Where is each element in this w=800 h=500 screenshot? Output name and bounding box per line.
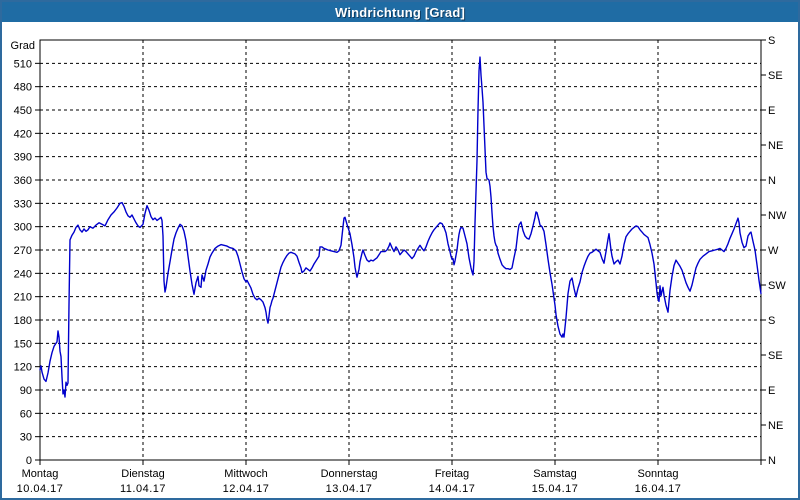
left-axis-tick-label: 30 (20, 432, 32, 444)
left-axis-tick-label: 510 (14, 58, 32, 70)
right-axis-compass-label: NE (768, 420, 783, 432)
right-axis-compass-label: N (768, 455, 776, 467)
left-axis-tick-label: 0 (26, 455, 32, 467)
x-axis-date-label: 14.04.17 (429, 483, 476, 495)
right-axis-compass-label: E (768, 385, 775, 397)
x-axis-day-label: Freitag (435, 468, 469, 480)
right-axis-compass-label: E (768, 105, 775, 117)
right-axis-compass-label: NE (768, 140, 783, 152)
left-axis-tick-label: 120 (14, 362, 32, 374)
left-axis-tick-label: 270 (14, 245, 32, 257)
right-axis-compass-label: S (768, 315, 775, 327)
x-axis-day-label: Dienstag (121, 468, 164, 480)
left-axis-tick-label: 450 (14, 105, 32, 117)
left-axis-tick-label: 480 (14, 82, 32, 94)
chart-title: Windrichtung [Grad] (334, 4, 466, 20)
x-axis-date-label: 16.04.17 (635, 483, 682, 495)
x-axis-date-label: 13.04.17 (326, 483, 373, 495)
left-axis-title: Grad (11, 40, 35, 52)
left-axis-tick-label: 150 (14, 338, 32, 350)
right-axis-compass-label: NW (768, 210, 787, 222)
x-axis-day-label: Montag (22, 468, 59, 480)
left-axis-tick-label: 420 (14, 128, 32, 140)
left-axis-tick-label: 330 (14, 198, 32, 210)
plot-frame (39, 39, 762, 461)
right-axis-compass-label: S (768, 35, 775, 47)
right-axis-compass-label: N (768, 175, 776, 187)
left-axis-tick-label: 60 (20, 408, 32, 420)
x-axis-day-label: Mittwoch (224, 468, 267, 480)
x-axis-date-label: 12.04.17 (223, 483, 270, 495)
right-axis-compass-label: W (768, 245, 779, 257)
right-axis-compass-label: SW (768, 280, 786, 292)
left-axis-tick-label: 360 (14, 175, 32, 187)
left-axis-tick-label: 210 (14, 292, 32, 304)
wind-direction-series-line (39, 56, 762, 398)
x-axis-date-label: 15.04.17 (532, 483, 579, 495)
x-axis-day-label: Sonntag (638, 468, 679, 480)
left-axis-tick-label: 240 (14, 268, 32, 280)
left-axis-tick-label: 180 (14, 315, 32, 327)
x-axis-day-label: Donnerstag (321, 468, 378, 480)
x-axis-day-label: Samstag (533, 468, 576, 480)
x-axis-date-label: 11.04.17 (120, 483, 166, 495)
left-axis-tick-label: 390 (14, 152, 32, 164)
left-axis-tick-label: 90 (20, 385, 32, 397)
chart-title-bar: Windrichtung [Grad] (2, 2, 798, 22)
right-axis-compass-label: SE (768, 350, 783, 362)
left-axis-tick-label: 300 (14, 222, 32, 234)
right-axis-compass-label: SE (768, 70, 783, 82)
x-axis-date-label: 10.04.17 (17, 483, 64, 495)
